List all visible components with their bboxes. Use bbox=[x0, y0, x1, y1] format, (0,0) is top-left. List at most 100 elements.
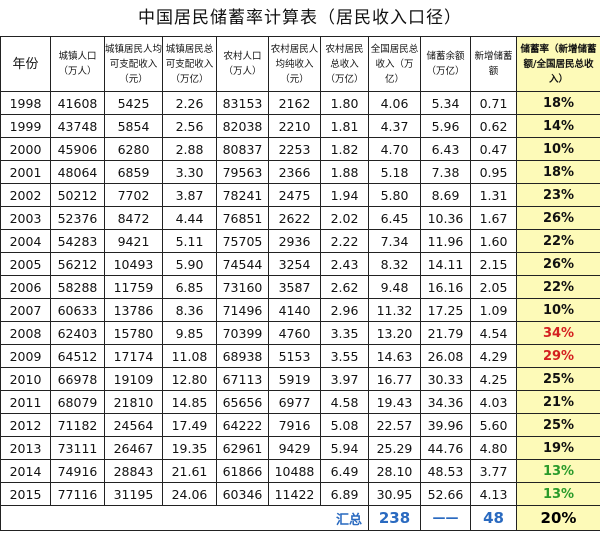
cell-urban-income-pc: 13786 bbox=[104, 298, 163, 322]
summary-label: 汇总 bbox=[0, 505, 369, 531]
cell-urban-income-total: 3.30 bbox=[162, 160, 217, 184]
cell-urban-income-total: 2.26 bbox=[162, 91, 217, 115]
cell-urban-income-total: 19.35 bbox=[162, 436, 217, 460]
cell-savings-rate: 29% bbox=[516, 344, 600, 368]
table-row: 2013 73111 26467 19.35 62961 9429 5.94 25.29 44.… bbox=[0, 436, 600, 460]
cell-urban-income-total: 8.36 bbox=[162, 298, 217, 322]
cell-urban-income-pc: 6859 bbox=[104, 160, 163, 184]
summary-savings-rate: 20% bbox=[516, 505, 600, 531]
cell-rural-pop: 62961 bbox=[216, 436, 269, 460]
cell-urban-income-pc: 31195 bbox=[104, 482, 163, 506]
cell-national-income: 30.95 bbox=[368, 482, 421, 506]
cell-rural-income-total: 3.35 bbox=[320, 321, 369, 345]
cell-urban-pop: 60633 bbox=[50, 298, 105, 322]
cell-urban-income-total: 24.06 bbox=[162, 482, 217, 506]
cell-urban-income-pc: 7702 bbox=[104, 183, 163, 207]
cell-national-income: 5.18 bbox=[368, 160, 421, 184]
cell-rural-income-pc: 2936 bbox=[268, 229, 321, 253]
cell-rural-pop: 70399 bbox=[216, 321, 269, 345]
cell-new-savings: 2.15 bbox=[470, 252, 517, 276]
cell-savings-balance: 11.96 bbox=[420, 229, 471, 253]
cell-rural-income-total: 1.94 bbox=[320, 183, 369, 207]
cell-rural-income-pc: 4140 bbox=[268, 298, 321, 322]
cell-rural-income-total: 1.88 bbox=[320, 160, 369, 184]
cell-national-income: 4.37 bbox=[368, 114, 421, 138]
cell-rural-income-total: 6.89 bbox=[320, 482, 369, 506]
cell-urban-income-pc: 9421 bbox=[104, 229, 163, 253]
cell-year: 2008 bbox=[0, 321, 51, 345]
cell-savings-balance: 52.66 bbox=[420, 482, 471, 506]
cell-urban-income-total: 4.44 bbox=[162, 206, 217, 230]
cell-rural-income-total: 1.80 bbox=[320, 91, 369, 115]
cell-rural-income-total: 2.96 bbox=[320, 298, 369, 322]
cell-rural-pop: 82038 bbox=[216, 114, 269, 138]
cell-national-income: 8.32 bbox=[368, 252, 421, 276]
cell-savings-rate: 19% bbox=[516, 436, 600, 460]
table-row: 2012 71182 24564 17.49 64222 7916 5.08 22.57 39.… bbox=[0, 413, 600, 437]
header-national-income: 全国居民总收入（万亿） bbox=[368, 36, 421, 92]
cell-savings-rate: 25% bbox=[516, 367, 600, 391]
cell-savings-balance: 8.69 bbox=[420, 183, 471, 207]
header-urban-income-pc: 城镇居民人均可支配收入（元） bbox=[104, 36, 163, 92]
cell-savings-balance: 14.11 bbox=[420, 252, 471, 276]
cell-new-savings: 0.71 bbox=[470, 91, 517, 115]
cell-year: 2004 bbox=[0, 229, 51, 253]
cell-new-savings: 3.77 bbox=[470, 459, 517, 483]
cell-rural-pop: 75705 bbox=[216, 229, 269, 253]
cell-rural-pop: 64222 bbox=[216, 413, 269, 437]
cell-urban-income-total: 9.85 bbox=[162, 321, 217, 345]
cell-urban-income-total: 6.85 bbox=[162, 275, 217, 299]
cell-new-savings: 0.47 bbox=[470, 137, 517, 161]
cell-year: 2007 bbox=[0, 298, 51, 322]
cell-savings-rate: 14% bbox=[516, 114, 600, 138]
cell-national-income: 28.10 bbox=[368, 459, 421, 483]
cell-national-income: 22.57 bbox=[368, 413, 421, 437]
cell-urban-income-pc: 6280 bbox=[104, 137, 163, 161]
cell-urban-pop: 71182 bbox=[50, 413, 105, 437]
cell-savings-balance: 44.76 bbox=[420, 436, 471, 460]
summary-new-savings: 48 bbox=[470, 505, 517, 531]
table-row: 2005 56212 10493 5.90 74544 3254 2.43 8.32 14.11… bbox=[0, 252, 600, 276]
cell-rural-income-pc: 5153 bbox=[268, 344, 321, 368]
cell-urban-pop: 50212 bbox=[50, 183, 105, 207]
cell-savings-rate: 34% bbox=[516, 321, 600, 345]
cell-savings-balance: 26.08 bbox=[420, 344, 471, 368]
cell-urban-pop: 41608 bbox=[50, 91, 105, 115]
cell-new-savings: 4.13 bbox=[470, 482, 517, 506]
cell-urban-pop: 48064 bbox=[50, 160, 105, 184]
header-savings-rate: 储蓄率（新增储蓄额/全国居民总收入） bbox=[516, 36, 600, 92]
cell-savings-balance: 34.36 bbox=[420, 390, 471, 414]
cell-rural-income-pc: 11422 bbox=[268, 482, 321, 506]
cell-urban-income-pc: 26467 bbox=[104, 436, 163, 460]
header-savings-balance: 储蓄余额（万亿） bbox=[420, 36, 471, 92]
cell-rural-income-total: 2.62 bbox=[320, 275, 369, 299]
cell-savings-rate: 21% bbox=[516, 390, 600, 414]
cell-rural-income-total: 6.49 bbox=[320, 459, 369, 483]
cell-urban-pop: 66978 bbox=[50, 367, 105, 391]
cell-urban-income-total: 14.85 bbox=[162, 390, 217, 414]
cell-year: 2013 bbox=[0, 436, 51, 460]
cell-urban-pop: 56212 bbox=[50, 252, 105, 276]
cell-urban-income-pc: 21810 bbox=[104, 390, 163, 414]
cell-year: 2010 bbox=[0, 367, 51, 391]
cell-new-savings: 1.60 bbox=[470, 229, 517, 253]
cell-new-savings: 4.29 bbox=[470, 344, 517, 368]
table-row: 2006 58288 11759 6.85 73160 3587 2.62 9.48 16.16… bbox=[0, 275, 600, 299]
cell-urban-pop: 74916 bbox=[50, 459, 105, 483]
cell-rural-income-total: 2.02 bbox=[320, 206, 369, 230]
cell-year: 2002 bbox=[0, 183, 51, 207]
cell-savings-rate: 18% bbox=[516, 91, 600, 115]
cell-urban-income-pc: 17174 bbox=[104, 344, 163, 368]
cell-rural-pop: 68938 bbox=[216, 344, 269, 368]
cell-rural-income-pc: 2475 bbox=[268, 183, 321, 207]
cell-new-savings: 1.67 bbox=[470, 206, 517, 230]
cell-urban-pop: 77116 bbox=[50, 482, 105, 506]
header-rural-pop: 农村人口（万人） bbox=[216, 36, 269, 92]
summary-national-income: 238 bbox=[368, 505, 421, 531]
summary-row: 汇总 238 —— 48 20% bbox=[0, 505, 600, 531]
cell-new-savings: 0.62 bbox=[470, 114, 517, 138]
cell-rural-income-pc: 4760 bbox=[268, 321, 321, 345]
cell-rural-pop: 76851 bbox=[216, 206, 269, 230]
header-rural-income-total: 农村居民总收入（万亿） bbox=[320, 36, 369, 92]
cell-rural-income-total: 1.82 bbox=[320, 137, 369, 161]
